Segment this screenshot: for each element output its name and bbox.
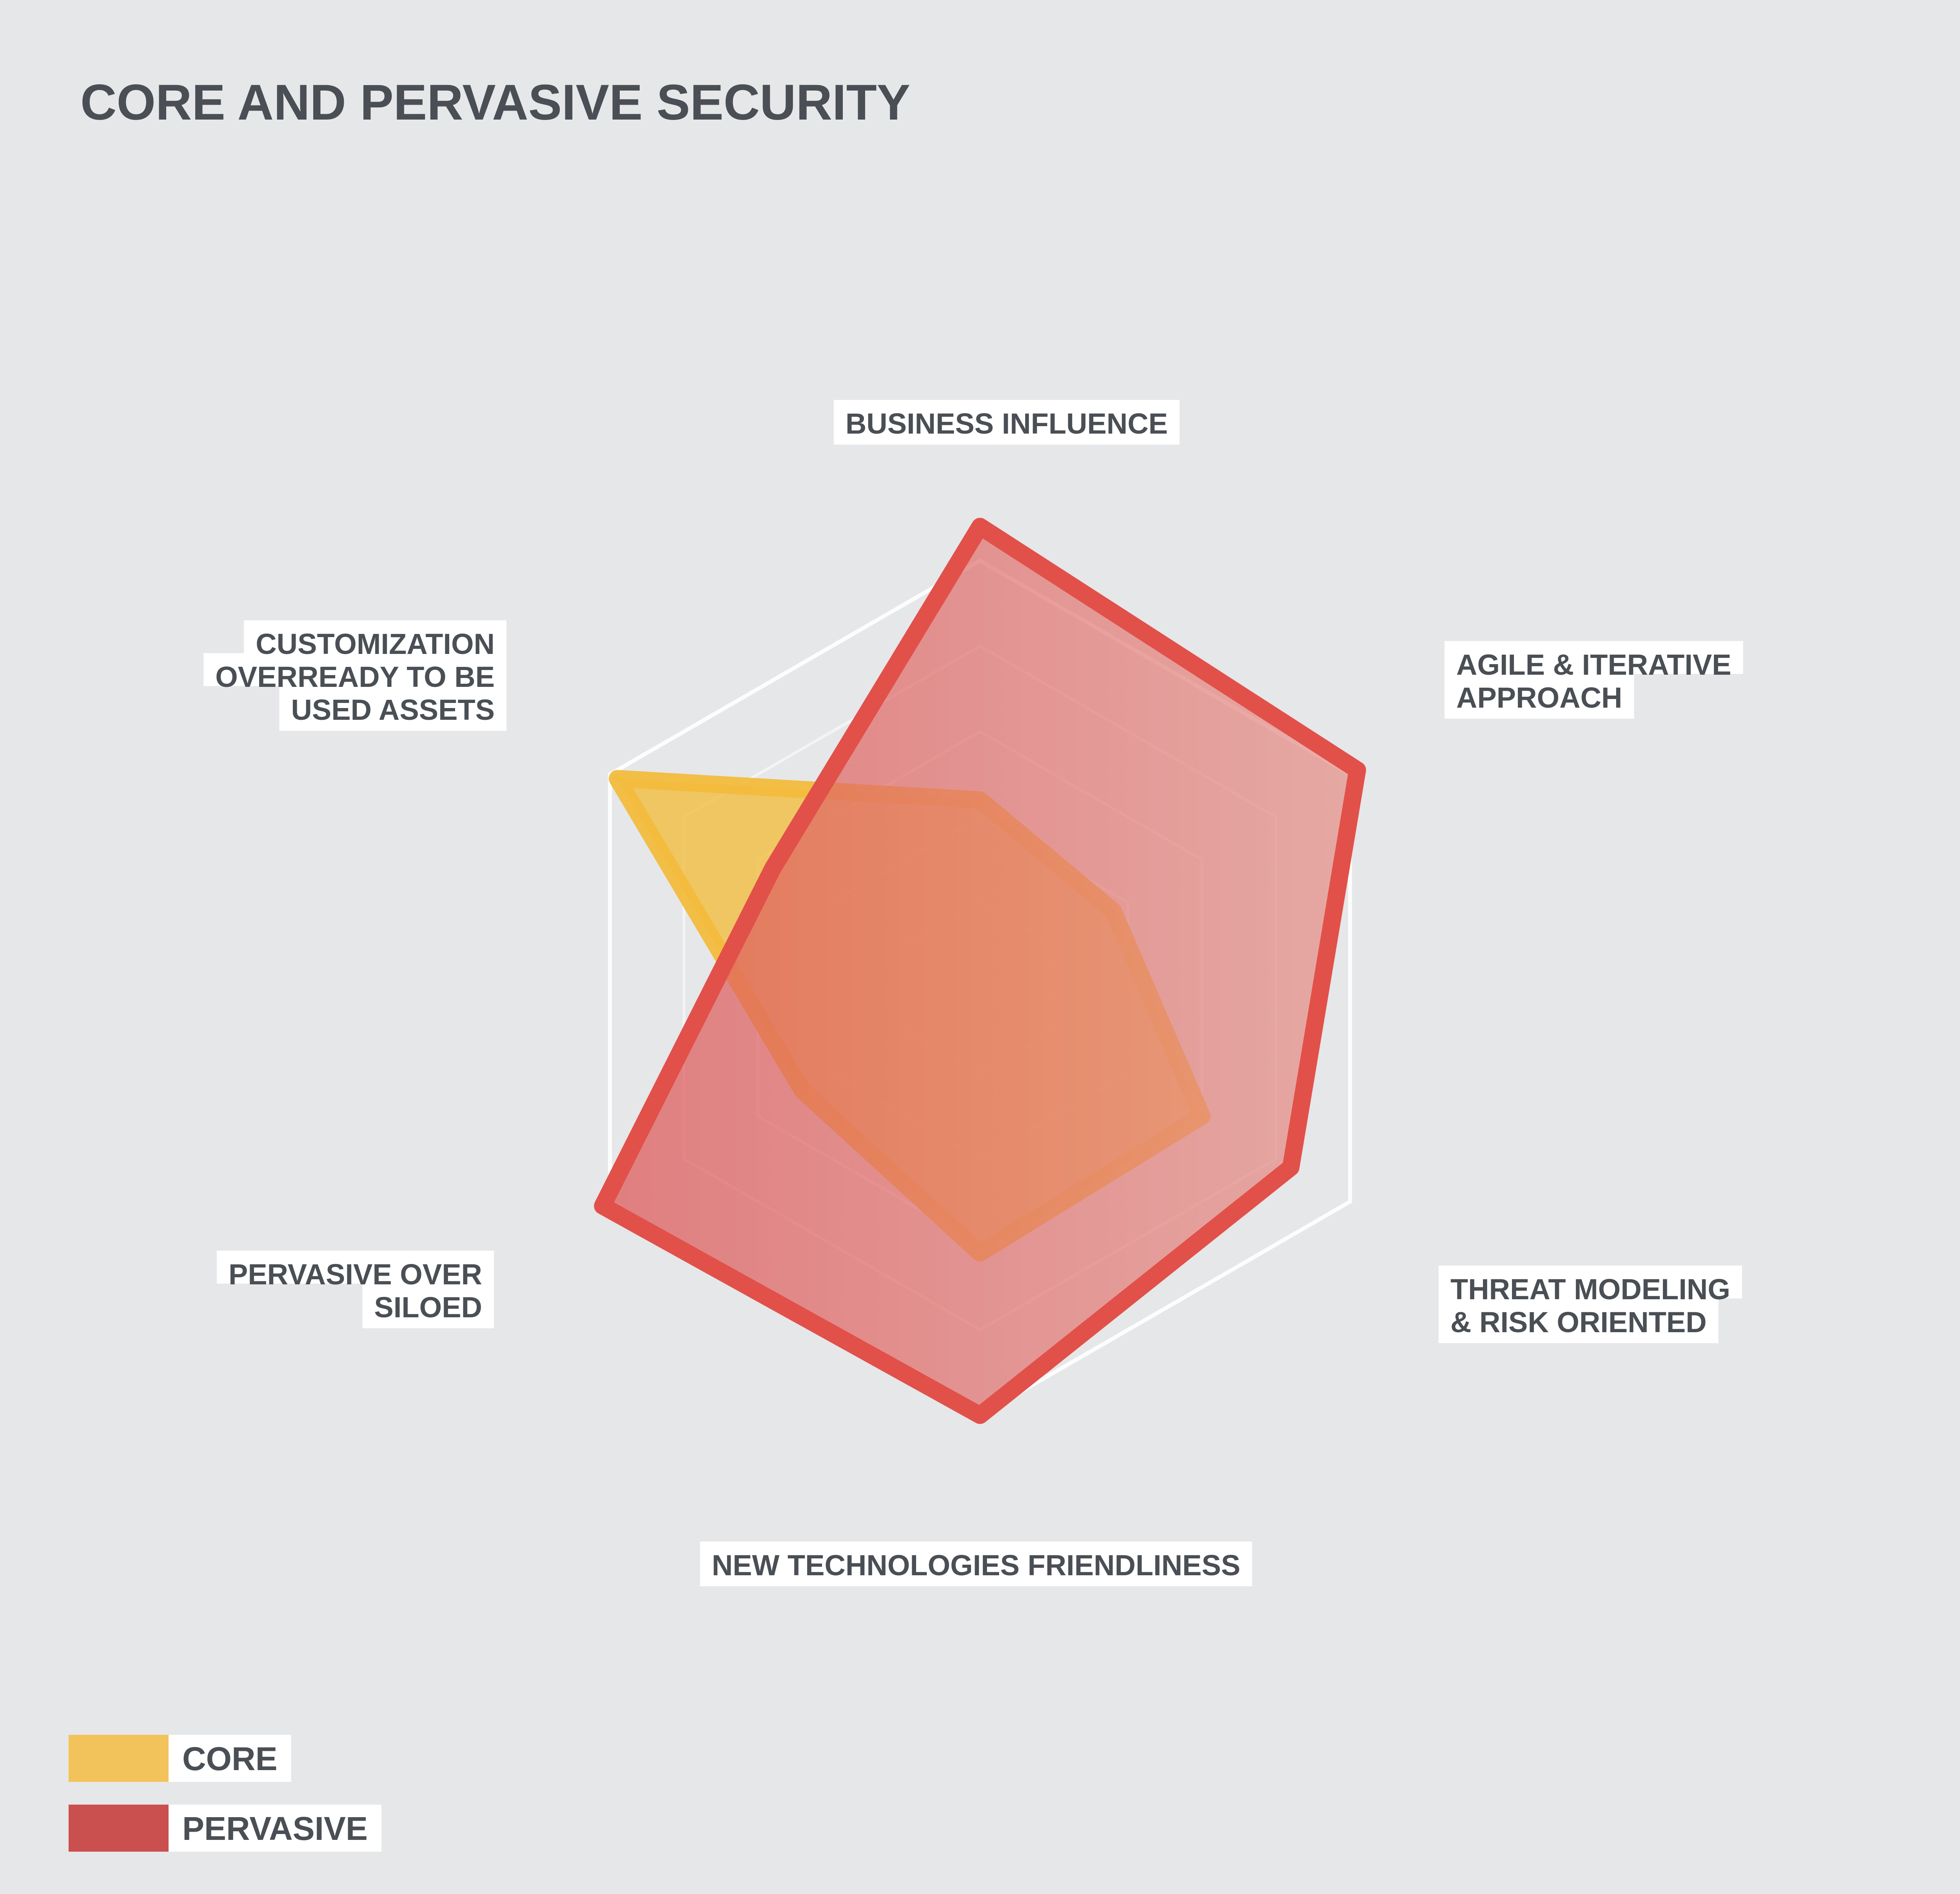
chart-title: CORE AND PERVASIVE SECURITY [80, 74, 910, 131]
axis-label-line: OVERREADY TO BE [215, 661, 495, 693]
axis-label-line: USED ASSETS [291, 694, 495, 726]
axis-label-background [700, 1542, 1252, 1586]
legend-item-pervasive: PERVASIVE [69, 1805, 382, 1852]
axis-label-background [1439, 1298, 1719, 1343]
series-pervasive-point [1287, 1164, 1294, 1171]
legend-swatch [69, 1805, 169, 1852]
series-pervasive-point [977, 1412, 983, 1418]
axis-label-background [1445, 641, 1743, 674]
axis-label-background [279, 686, 506, 731]
axis-label-line: SILOED [374, 1291, 482, 1324]
series-pervasive-point [977, 523, 983, 530]
legend-label-background [169, 1805, 382, 1852]
axis-label-new-technologies-friendliness: NEW TECHNOLOGIES FRIENDLINESS [700, 1542, 1252, 1586]
axis-label-line: CUSTOMIZATION [256, 628, 495, 660]
axis-label-line: APPROACH [1456, 681, 1622, 714]
series-core-point [614, 775, 621, 782]
legend-swatch [69, 1735, 169, 1782]
legend: CORE PERVASIVE [69, 1735, 382, 1852]
axis-label-line: BUSINESS INFLUENCE [846, 407, 1168, 440]
axis-label-business-influence: BUSINESS INFLUENCE [833, 400, 1180, 445]
axis-label-background [1439, 1266, 1742, 1298]
series-pervasive-point [1354, 767, 1361, 774]
axis-label-background [217, 1251, 494, 1284]
axis-labels: BUSINESS INFLUENCE AGILE & ITERATIVEAPPRO… [203, 400, 1743, 1586]
series-pervasive-area [594, 518, 1366, 1424]
axis-label-threat-modeling-risk-oriented: THREAT MODELING& RISK ORIENTED [1439, 1266, 1742, 1343]
axis-label-background [244, 620, 506, 653]
axis-label-background [203, 653, 506, 686]
axis-label-line: NEW TECHNOLOGIES FRIENDLINESS [712, 1549, 1241, 1582]
axis-label-background [362, 1284, 494, 1328]
series-pervasive-point [769, 865, 776, 872]
series-pervasive-point [599, 1202, 606, 1209]
legend-item-core: CORE [69, 1735, 291, 1782]
axis-label-background [1445, 674, 1634, 719]
axis-label-line: AGILE & ITERATIVE [1456, 648, 1731, 681]
axis-label-line: THREAT MODELING [1450, 1273, 1730, 1306]
legend-label: CORE [182, 1740, 278, 1777]
legend-label-background [169, 1735, 291, 1782]
radar-series [594, 518, 1366, 1424]
legend-label: PERVASIVE [182, 1810, 368, 1847]
axis-label-line: PERVASIVE OVER [229, 1258, 482, 1291]
axis-label-background [833, 400, 1180, 445]
axis-label-line: & RISK ORIENTED [1450, 1306, 1707, 1338]
